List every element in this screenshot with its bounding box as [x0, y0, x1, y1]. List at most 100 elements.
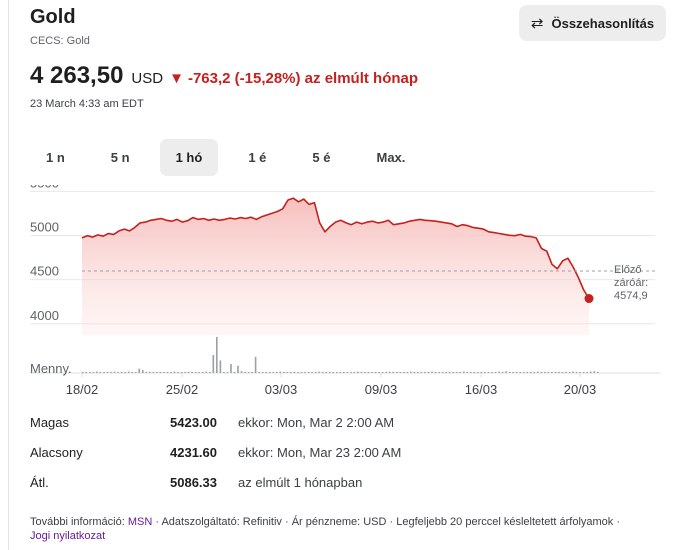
y-tick-label: 4500	[30, 264, 59, 279]
volume-bar	[300, 371, 303, 373]
volume-bar	[106, 371, 109, 373]
stat-row: Átl. 5086.33 az elmúlt 1 hónapban	[30, 473, 650, 503]
volume-bar	[120, 372, 123, 373]
volume-bar	[142, 370, 144, 373]
compare-button[interactable]: ⇄ Összehasonlítás	[519, 5, 666, 41]
stat-label: Magas	[30, 415, 70, 430]
volume-bar	[427, 371, 430, 373]
volume-bar	[230, 364, 232, 373]
volume-bar	[247, 372, 250, 373]
volume-bar	[219, 360, 222, 373]
volume-bar	[318, 371, 320, 373]
price-area	[82, 198, 589, 335]
volume-bar	[201, 371, 204, 373]
volume-bar	[498, 371, 500, 373]
volume-bar	[314, 371, 317, 373]
volume-bar	[343, 372, 345, 373]
volume-bar	[480, 371, 483, 373]
volume-bar	[353, 371, 356, 373]
volume-bar	[205, 371, 208, 373]
range-tab-4[interactable]: 5 é	[312, 150, 331, 165]
volume-bar	[166, 371, 169, 373]
volume-bar	[515, 371, 518, 373]
volume-bar	[403, 371, 405, 373]
volume-bar	[89, 371, 91, 373]
x-tick-label: 18/02	[66, 382, 99, 397]
last-price-dot	[584, 294, 594, 304]
volume-bar	[565, 371, 567, 373]
volume-bar	[127, 371, 130, 373]
volume-bar	[537, 371, 539, 373]
volume-bar	[434, 371, 437, 373]
stat-label: Átl.	[30, 475, 49, 490]
volume-bar	[311, 372, 313, 373]
current-price: 4 263,50	[30, 62, 124, 89]
msn-link[interactable]: MSN	[127, 516, 153, 528]
volume-bar	[364, 372, 366, 373]
price-change: -763,2 (-15,28%) az elmúlt hónap	[187, 70, 419, 87]
swap-arrows-icon: ⇄	[530, 15, 544, 32]
stat-value: 4231.60	[170, 445, 217, 460]
volume-bar	[519, 372, 521, 373]
volume-bar	[431, 371, 433, 373]
volume-bar	[572, 371, 574, 373]
volume-bar	[395, 372, 398, 373]
volume-bar	[477, 372, 479, 373]
range-tab-2[interactable]: 1 hó	[159, 139, 219, 176]
volume-bar	[540, 371, 543, 373]
previous-close-label: 4574,9	[614, 290, 648, 302]
volume-bar	[307, 371, 310, 373]
volume-bar	[328, 371, 331, 373]
range-tab-3[interactable]: 1 é	[248, 150, 267, 165]
volume-bar	[526, 371, 529, 373]
previous-close-label: záróár:	[614, 277, 648, 289]
volume-bar	[350, 372, 352, 373]
range-tabs: 1 n 5 n 1 hó 1 é 5 é Max.	[30, 139, 435, 176]
volume-bar	[547, 371, 550, 373]
volume-bar	[223, 371, 225, 373]
volume-label: Menny.	[30, 361, 72, 376]
compare-button-label: Összehasonlítás	[551, 15, 655, 31]
volume-bar	[226, 371, 229, 373]
range-tab-5[interactable]: Max.	[376, 150, 406, 165]
volume-bar	[194, 371, 197, 373]
volume-bar	[378, 371, 380, 373]
volume-bar	[371, 372, 373, 373]
volume-bar	[406, 372, 409, 373]
volume-bar	[177, 371, 179, 373]
volume-bar	[244, 371, 246, 373]
volume-bar	[297, 371, 299, 373]
x-tick-label: 16/03	[465, 382, 498, 397]
volume-bar	[180, 372, 183, 373]
legal-link[interactable]: Jogi nyilatkozat	[30, 530, 106, 542]
volume-bar	[99, 371, 102, 373]
y-tick-label: 4000	[30, 308, 59, 323]
x-tick-label: 03/03	[265, 382, 298, 397]
volume-bar	[269, 371, 271, 373]
volume-bar	[551, 372, 553, 373]
volume-bar	[575, 371, 578, 373]
stat-value: 5423.00	[170, 415, 217, 430]
more-info-label: További információ:	[30, 516, 125, 528]
volume-bar	[466, 371, 469, 373]
range-tab-0[interactable]: 1 n	[46, 150, 65, 165]
volume-bar	[424, 372, 426, 373]
volume-bar	[254, 356, 257, 373]
volume-bar	[92, 372, 95, 373]
volume-bar	[346, 371, 349, 373]
volume-bar	[170, 372, 172, 373]
y-tick-label: 5000	[30, 220, 59, 235]
volume-bar	[325, 372, 327, 373]
x-tick-label: 25/02	[166, 382, 199, 397]
volume-bar	[279, 371, 282, 373]
range-tab-1[interactable]: 5 n	[110, 150, 130, 165]
volume-bar	[237, 365, 239, 373]
volume-bar	[459, 371, 461, 373]
volume-bar	[187, 371, 190, 373]
down-triangle-icon: ▼	[169, 70, 184, 87]
volume-bar	[209, 371, 211, 373]
volume-bar	[276, 371, 278, 373]
volume-bar	[290, 371, 292, 373]
volume-bar	[508, 371, 511, 373]
volume-bar	[399, 371, 402, 373]
